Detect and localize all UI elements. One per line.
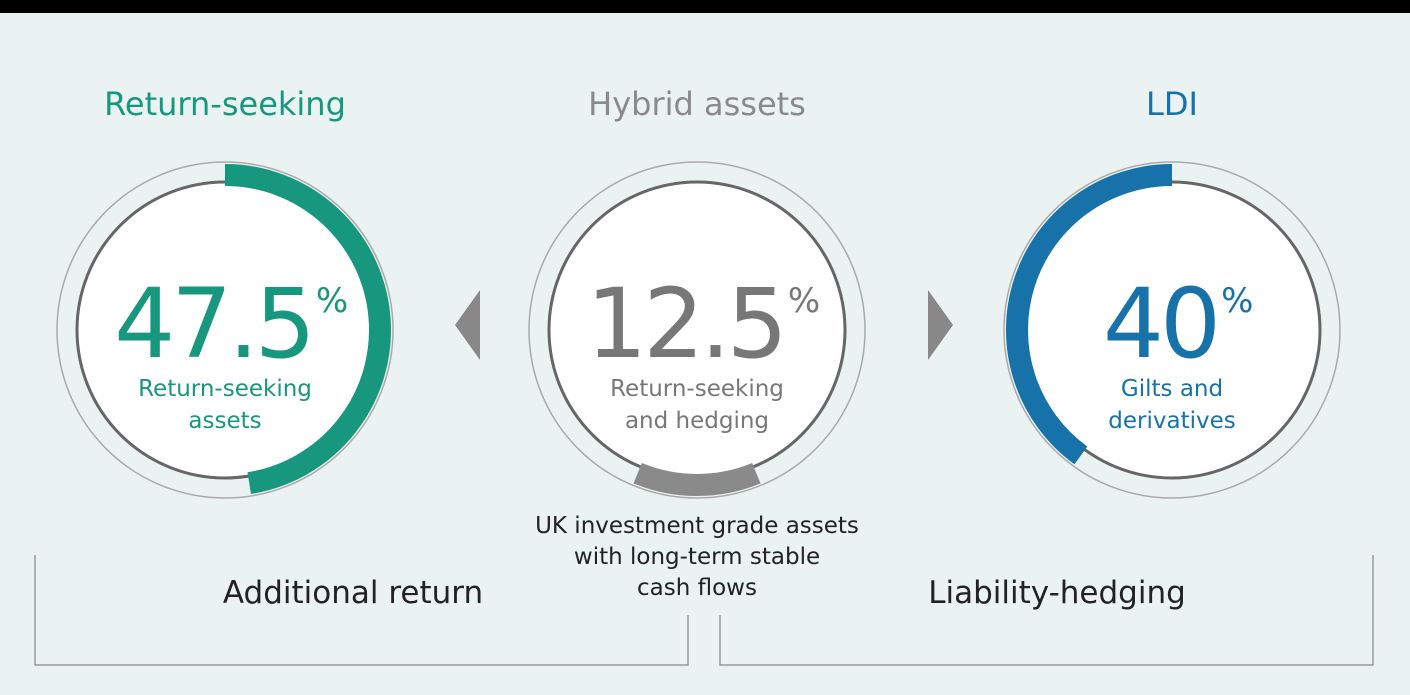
arrow-left: [455, 290, 480, 360]
share-unit: %: [316, 281, 348, 321]
share-label: and hedging: [625, 408, 769, 434]
share-unit: %: [1221, 281, 1253, 321]
share-label: derivatives: [1108, 408, 1235, 434]
outer-ring: [56, 161, 394, 499]
bracket-right: [719, 555, 1374, 666]
outer-ring: [528, 161, 866, 499]
share-value: 40: [1103, 268, 1217, 380]
share-arc: [1006, 164, 1173, 465]
hybrid-note: cash flows: [637, 575, 757, 601]
share-value: 12.5: [586, 268, 784, 380]
top-bar: [0, 0, 1410, 13]
share-label: Gilts and: [1121, 376, 1223, 402]
share-arc: [224, 164, 391, 494]
panel-heading: Hybrid assets: [588, 85, 806, 123]
share-unit: %: [788, 281, 820, 321]
bracket-left: [34, 555, 689, 666]
panel-heading: LDI: [1146, 85, 1198, 123]
footer-right: Liability-hedging: [928, 575, 1186, 611]
outer-ring: [1003, 161, 1341, 499]
panel-heading: Return-seeking: [104, 85, 346, 123]
share-label: assets: [188, 408, 261, 434]
hybrid-note: UK investment grade assets: [535, 513, 859, 539]
share-arc: [633, 462, 761, 496]
share-label: Return-seeking: [610, 376, 784, 402]
arrow-right: [928, 290, 953, 360]
hybrid-note: with long-term stable: [574, 544, 820, 570]
share-value: 47.5: [114, 268, 312, 380]
footer-left: Additional return: [223, 575, 483, 611]
share-label: Return-seeking: [138, 376, 312, 402]
